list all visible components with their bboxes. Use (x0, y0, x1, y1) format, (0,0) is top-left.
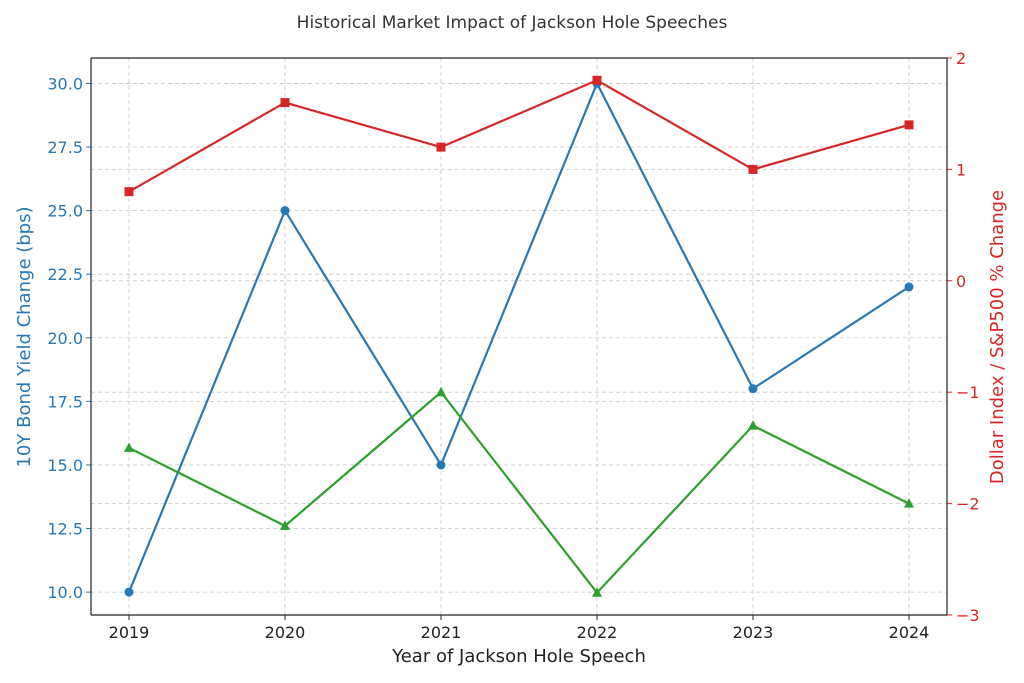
data-point (436, 386, 446, 397)
y-left-tick-label: 27.5 (47, 138, 83, 157)
series-1-line (127, 82, 910, 593)
data-point (280, 206, 290, 216)
chart-title: Historical Market Impact of Jackson Hole… (297, 13, 728, 33)
series-3-line (128, 391, 910, 594)
data-point (124, 442, 134, 452)
data-point (748, 164, 758, 174)
y-left-tick-label: 12.5 (47, 520, 83, 539)
y-right-tick-label: −2 (956, 495, 980, 514)
x-tick-label: 2021 (421, 623, 462, 642)
series-2-line (128, 79, 910, 193)
y-right-tick-label: 2 (956, 49, 966, 68)
y-left-tick-label: 30.0 (47, 74, 83, 93)
data-point (904, 282, 914, 292)
y-axis-right-label: Dollar Index / S&P500 % Change (987, 190, 1008, 484)
tick-labels: 2019 2020 2021 2022 2023 2024 10.0 12.5 15.0 17.5… (47, 49, 979, 642)
y-left-tick-label: 15.0 (47, 456, 83, 475)
data-point (436, 460, 446, 470)
axes (86, 57, 952, 620)
data-point (592, 75, 602, 85)
grid (91, 57, 947, 616)
x-tick-label: 2022 (577, 623, 618, 642)
x-tick-label: 2024 (889, 623, 930, 642)
x-tick-label: 2020 (265, 623, 306, 642)
y-right-tick-label: −3 (956, 606, 980, 625)
y-left-tick-label: 20.0 (47, 329, 83, 348)
data-point (280, 520, 290, 530)
data-point (436, 142, 446, 152)
y-axis-left-label: 10Y Bond Yield Change (bps) (14, 206, 35, 467)
data-point (748, 420, 758, 430)
data-point (748, 384, 758, 394)
data-point (124, 187, 134, 197)
series-3 (124, 386, 914, 597)
data-point (124, 587, 134, 597)
y-right-tick-label: 0 (956, 272, 966, 291)
x-axis-label: Year of Jackson Hole Speech (391, 646, 646, 667)
y-right-tick-label: −1 (956, 383, 980, 402)
x-tick-label: 2023 (733, 623, 774, 642)
data-point (280, 98, 290, 108)
data-point (592, 587, 602, 597)
y-left-tick-label: 10.0 (47, 583, 83, 602)
x-tick-label: 2019 (109, 623, 150, 642)
y-left-tick-label: 17.5 (47, 392, 83, 411)
series (124, 75, 914, 597)
y-right-tick-label: 1 (956, 160, 966, 179)
y-left-tick-label: 25.0 (47, 202, 83, 221)
series-2 (124, 75, 914, 197)
y-left-tick-label: 22.5 (47, 265, 83, 284)
data-point (904, 120, 914, 130)
data-point (904, 498, 914, 508)
